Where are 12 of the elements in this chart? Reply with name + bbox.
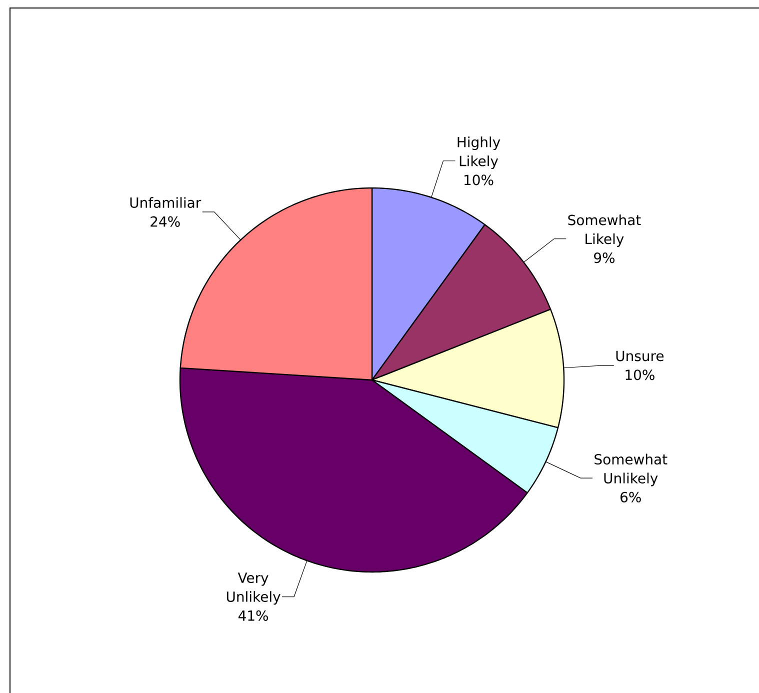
data-label: 9% <box>594 252 615 264</box>
slice-label: Somewhat Unlikely <box>594 454 668 486</box>
slice-label: Unsure <box>616 350 664 362</box>
slice-label: Highly Likely <box>458 136 500 169</box>
slice-label: Unfamiliar <box>130 197 202 208</box>
data-label: 41% <box>238 610 268 621</box>
data-label: 6% <box>620 492 641 502</box>
slice-label: Very Unlikely <box>226 572 280 605</box>
slice-label: Somewhat Likely <box>568 214 641 247</box>
data-label: 10% <box>626 370 654 380</box>
data-label: 10% <box>464 174 494 186</box>
data-label: 24% <box>150 216 180 227</box>
